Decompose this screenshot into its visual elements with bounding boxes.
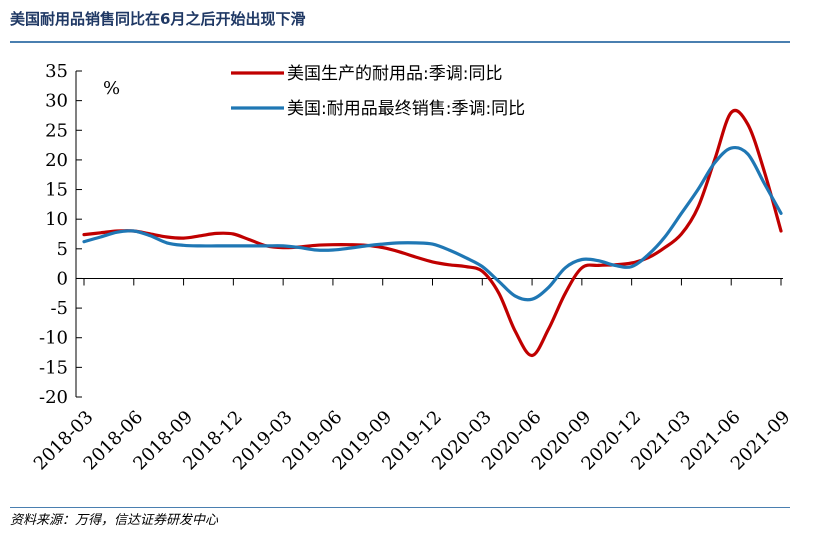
y-tick-label: -20 bbox=[39, 387, 68, 408]
y-tick-label: 10 bbox=[45, 209, 68, 230]
tick-labels: -20-15-10-5051015202530352018-032018-062… bbox=[30, 61, 795, 474]
legend-label-1: 美国生产的耐用品:季调:同比 bbox=[287, 64, 502, 84]
y-tick-label: 30 bbox=[45, 91, 68, 112]
source-note: 资料来源：万得，信达证券研发中心 bbox=[10, 513, 219, 528]
series-lines bbox=[82, 108, 783, 358]
y-tick-label: -10 bbox=[39, 328, 68, 349]
legend-label-2: 美国:耐用品最终销售:季调:同比 bbox=[287, 99, 525, 119]
y-tick-label: 20 bbox=[45, 150, 68, 171]
y-tick-label: -5 bbox=[50, 298, 68, 319]
y-tick-label: 5 bbox=[57, 239, 68, 260]
y-tick-label: 25 bbox=[45, 120, 68, 141]
y-tick-label: 15 bbox=[45, 180, 68, 201]
y-tick-label: 35 bbox=[45, 61, 68, 82]
unit-label: % bbox=[103, 78, 120, 99]
y-tick-label: -15 bbox=[39, 357, 68, 378]
chart-axes bbox=[75, 70, 783, 398]
series-line-1 bbox=[82, 108, 783, 358]
source-divider bbox=[10, 507, 790, 508]
y-tick-label: 0 bbox=[57, 268, 68, 289]
series-line-2 bbox=[82, 145, 783, 302]
chart-title: 美国耐用品销售同比在6月之后开始出现下滑 bbox=[10, 10, 306, 28]
title-divider bbox=[10, 41, 790, 43]
